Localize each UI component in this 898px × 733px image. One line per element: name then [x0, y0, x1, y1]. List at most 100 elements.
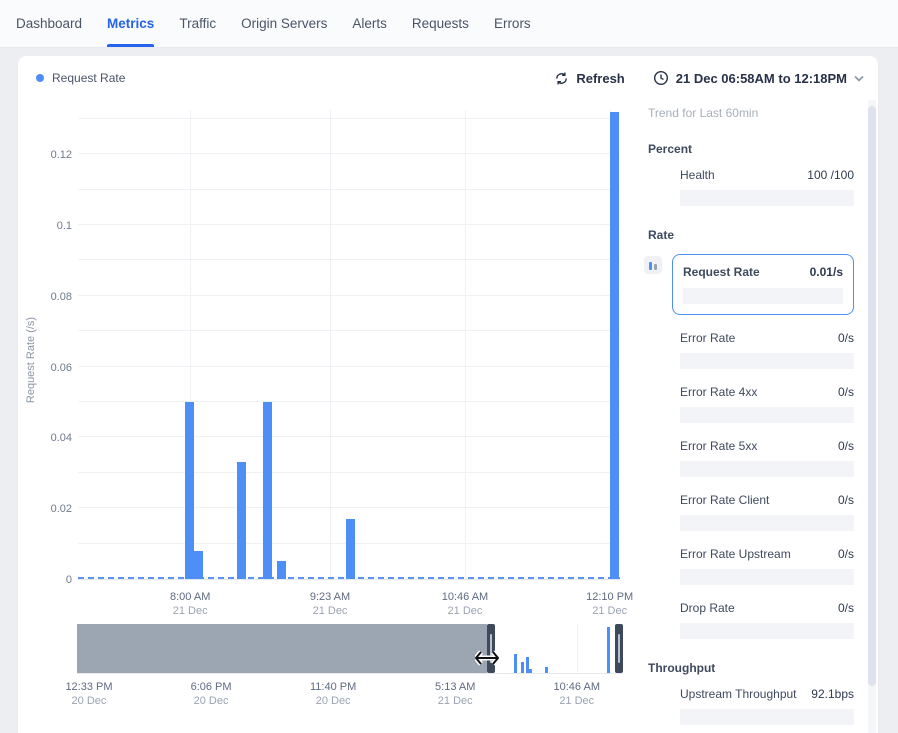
metric-sparkline	[680, 461, 854, 477]
x-tick-date: 21 Dec	[148, 604, 232, 618]
chart-bar[interactable]	[185, 402, 194, 579]
metric-row-upstream-throughput[interactable]: Upstream Throughput92.1bps	[680, 687, 854, 725]
tab-origin-servers[interactable]: Origin Servers	[241, 0, 327, 47]
x-tick-label: 12:10 PM21 Dec	[568, 590, 652, 618]
handle-grip	[618, 634, 620, 663]
h-gridline	[78, 366, 620, 367]
metric-card-request-rate[interactable]: Request Rate0.01/s	[672, 254, 854, 315]
trend-panel-sections: PercentHealth100 /100RateRequest Rate0.0…	[648, 142, 854, 733]
tab-label: Alerts	[352, 16, 387, 31]
metric-value: 0/s	[838, 547, 854, 561]
y-tick-label: 0.08	[28, 291, 72, 303]
x-tick-date: 21 Dec	[288, 604, 372, 618]
metric-row-error-rate-upstream[interactable]: Error Rate Upstream 0/s	[680, 547, 854, 585]
brush-handle-right[interactable]	[615, 624, 623, 673]
refresh-label: Refresh	[576, 71, 624, 86]
brush-bar	[521, 662, 524, 673]
brush-tick-date: 21 Dec	[413, 694, 497, 708]
tab-alerts[interactable]: Alerts	[352, 0, 387, 47]
mini-bar-chart-icon	[644, 256, 662, 274]
h-gridline	[78, 472, 620, 473]
metric-row-error-rate-client[interactable]: Error Rate Client0/s	[680, 493, 854, 531]
icon-bar-blue	[649, 262, 652, 270]
chart-bar[interactable]	[610, 112, 619, 579]
tab-label: Requests	[412, 16, 469, 31]
brush-tick-label: 6:06 PM20 Dec	[169, 680, 253, 708]
y-tick-label: 0.02	[28, 503, 72, 515]
tab-metrics[interactable]: Metrics	[107, 0, 154, 47]
tab-dashboard[interactable]: Dashboard	[16, 0, 82, 47]
top-nav: Dashboard Metrics Traffic Origin Servers Ale…	[0, 0, 898, 48]
tab-errors[interactable]: Errors	[494, 0, 531, 47]
metric-sparkline	[680, 569, 854, 585]
metric-head: Upstream Throughput92.1bps	[680, 687, 854, 701]
y-tick-label: 0.1	[28, 220, 72, 232]
brush-bar	[514, 654, 517, 673]
x-tick-date: 21 Dec	[568, 604, 652, 618]
metric-head: Error Rate Upstream 0/s	[680, 547, 854, 561]
panel-scrollbar-thumb[interactable]	[868, 106, 876, 686]
time-range-picker[interactable]: 21 Dec 06:58AM to 12:18PM	[653, 70, 864, 86]
x-tick-date: 21 Dec	[423, 604, 507, 618]
metric-label: Error Rate 5xx	[680, 439, 757, 453]
metric-row-health[interactable]: Health100 /100	[680, 168, 854, 206]
h-gridline	[78, 224, 620, 225]
brush-tick-date: 20 Dec	[291, 694, 375, 708]
x-tick-time: 12:10 PM	[568, 590, 652, 604]
metric-value: 100 /100	[807, 168, 854, 182]
chart-bar[interactable]	[237, 462, 246, 579]
metric-row-error-rate-4xx[interactable]: Error Rate 4xx0/s	[680, 385, 854, 423]
tab-traffic[interactable]: Traffic	[179, 0, 216, 47]
chart-bar[interactable]	[263, 402, 272, 579]
metric-value: 0/s	[838, 439, 854, 453]
brush-unselected-overlay	[77, 624, 487, 673]
refresh-icon	[554, 71, 569, 86]
time-brush[interactable]	[77, 624, 622, 674]
chart-bar[interactable]	[194, 551, 203, 579]
tab-label: Metrics	[107, 16, 154, 31]
brush-tick-time: 12:33 PM	[47, 680, 131, 694]
metric-row-drop-rate[interactable]: Drop Rate0/s	[680, 601, 854, 639]
metric-sparkline	[680, 190, 854, 206]
metric-sparkline	[680, 353, 854, 369]
metric-row-error-rate-5xx[interactable]: Error Rate 5xx 0/s	[680, 439, 854, 477]
metric-row-error-rate[interactable]: Error Rate0/s	[680, 331, 854, 369]
refresh-button[interactable]: Refresh	[554, 71, 624, 86]
x-tick-time: 10:46 AM	[423, 590, 507, 604]
metric-value: 0.01/s	[810, 265, 843, 279]
trend-panel: Trend for Last 60min PercentHealth100 /1…	[648, 106, 854, 733]
chart-bar[interactable]	[277, 561, 286, 579]
metric-sparkline	[680, 407, 854, 423]
metric-head: Error Rate Client0/s	[680, 493, 854, 507]
h-gridline	[78, 401, 620, 402]
metric-head: Health100 /100	[680, 168, 854, 182]
trend-panel-title: Trend for Last 60min	[648, 106, 854, 120]
x-tick-label: 10:46 AM21 Dec	[423, 590, 507, 618]
metric-sparkline	[680, 623, 854, 639]
h-gridline	[78, 436, 620, 437]
legend-label: Request Rate	[52, 71, 125, 85]
brush-tick-date: 20 Dec	[47, 694, 131, 708]
h-gridline	[78, 153, 620, 154]
v-gridline	[465, 110, 466, 579]
clock-icon	[653, 70, 669, 86]
tab-label: Errors	[494, 16, 531, 31]
brush-tick-date: 20 Dec	[169, 694, 253, 708]
brush-tick-label: 5:13 AM21 Dec	[413, 680, 497, 708]
tab-label: Traffic	[179, 16, 216, 31]
y-axis-label: Request Rate (/s)	[25, 292, 37, 428]
time-range-label: 21 Dec 06:58AM to 12:18PM	[676, 71, 847, 86]
request-rate-chart[interactable]	[78, 110, 620, 580]
chevron-down-icon	[854, 75, 864, 82]
metric-label: Error Rate 4xx	[680, 385, 757, 399]
h-gridline	[78, 295, 620, 296]
brush-bar	[607, 627, 610, 673]
metric-head: Error Rate 4xx0/s	[680, 385, 854, 399]
metric-label: Error Rate Upstream	[680, 547, 791, 561]
h-gridline	[78, 189, 620, 190]
h-gridline	[78, 330, 620, 331]
y-tick-label: 0.04	[28, 432, 72, 444]
x-tick-time: 8:00 AM	[148, 590, 232, 604]
chart-bar[interactable]	[346, 519, 355, 579]
tab-requests[interactable]: Requests	[412, 0, 469, 47]
